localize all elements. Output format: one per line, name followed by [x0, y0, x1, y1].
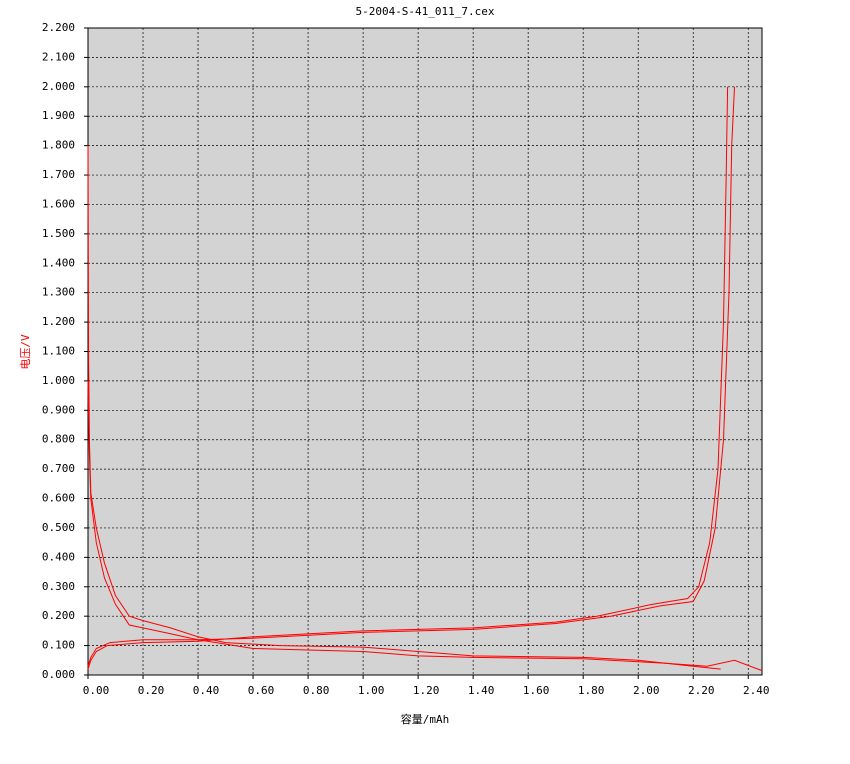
x-tick-label: 0.80	[303, 684, 330, 697]
series-line	[87, 380, 763, 672]
x-tick-label: 1.60	[523, 684, 550, 697]
y-tick-label: 2.000	[42, 80, 75, 93]
y-tick-label: 1.800	[42, 139, 75, 152]
x-tick-label: 0.00	[83, 684, 110, 697]
y-tick-label: 2.200	[42, 21, 75, 34]
y-tick-label: 1.000	[42, 374, 75, 387]
x-tick-label: 1.80	[578, 684, 605, 697]
y-tick-label: 1.900	[42, 109, 75, 122]
y-tick-label: 0.700	[42, 462, 75, 475]
x-tick-label: 2.00	[633, 684, 660, 697]
x-tick-label: 0.60	[248, 684, 275, 697]
series-line	[87, 86, 735, 667]
chart-title: 5-2004-S-41_011_7.cex	[355, 5, 494, 18]
x-tick-label: 2.20	[688, 684, 715, 697]
y-tick-label: 0.400	[42, 550, 75, 563]
y-tick-label: 1.500	[42, 227, 75, 240]
y-tick-label: 2.100	[42, 50, 75, 63]
x-tick-label: 1.20	[413, 684, 440, 697]
y-tick-label: 0.100	[42, 639, 75, 652]
y-tick-label: 0.600	[42, 492, 75, 505]
y-tick-label: 1.300	[42, 286, 75, 299]
y-tick-label: 1.200	[42, 315, 75, 328]
y-tick-label: 1.600	[42, 197, 75, 210]
y-axis-label: 电压/V	[19, 334, 32, 370]
y-tick-label: 0.300	[42, 580, 75, 593]
series-line	[87, 86, 729, 670]
y-tick-label: 1.400	[42, 256, 75, 269]
x-tick-label: 0.40	[193, 684, 220, 697]
x-tick-label: 1.40	[468, 684, 495, 697]
y-tick-label: 0.200	[42, 609, 75, 622]
y-tick-label: 1.100	[42, 345, 75, 358]
plot-border	[87, 27, 763, 676]
x-tick-label: 0.20	[138, 684, 165, 697]
y-tick-label: 0.900	[42, 403, 75, 416]
y-tick-label: 0.800	[42, 433, 75, 446]
y-tick-label: 0.000	[42, 668, 75, 681]
x-tick-label: 1.00	[358, 684, 385, 697]
x-axis-label: 容量/mAh	[401, 712, 450, 726]
x-tick-label: 2.40	[743, 684, 770, 697]
y-tick-label: 1.700	[42, 168, 75, 181]
series-line	[87, 145, 721, 670]
y-tick-label: 0.500	[42, 521, 75, 534]
